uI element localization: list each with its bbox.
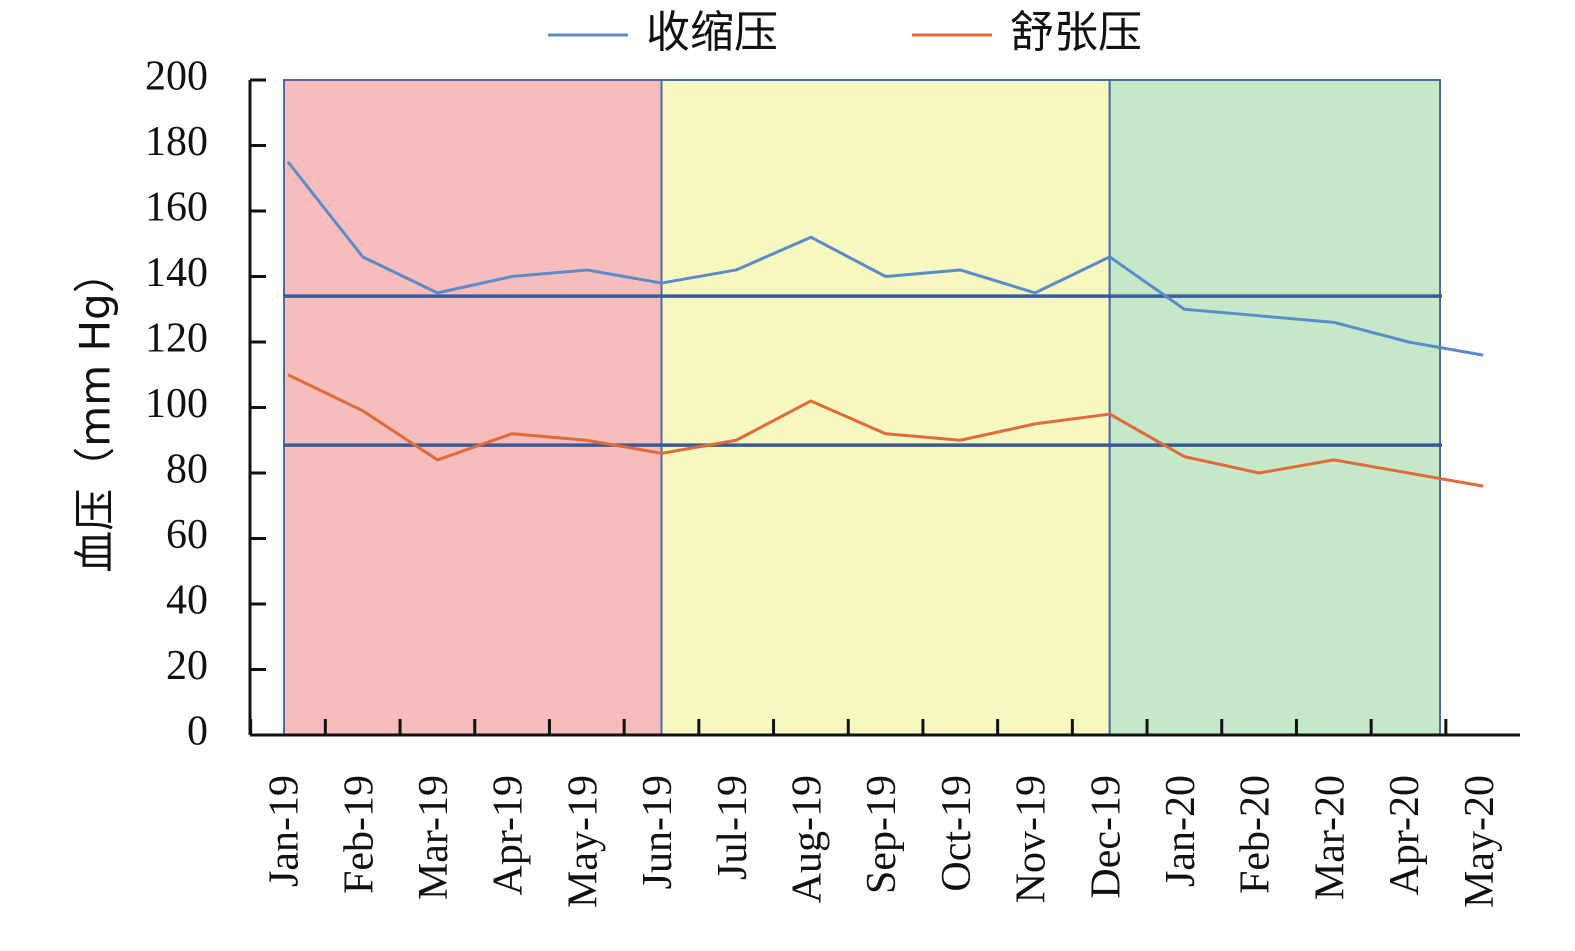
axes: [248, 78, 1520, 737]
y-tick-label: 200: [145, 54, 208, 100]
shaded-region-3: [1108, 79, 1441, 736]
x-tick-label: Oct-19: [934, 775, 980, 892]
y-tick-labels: 0 20 40 60 80 100 120 140 160 180 200: [145, 54, 208, 755]
y-tick-label: 140: [145, 250, 208, 296]
y-tick-label: 80: [166, 447, 208, 493]
x-tick-label: Sep-19: [859, 775, 905, 894]
y-tick-label: 180: [145, 119, 208, 165]
x-tick-label: May-20: [1457, 775, 1503, 908]
y-tick-label: 20: [166, 643, 208, 689]
shaded-region-1: [283, 79, 663, 736]
y-tick-label: 160: [145, 185, 208, 231]
x-tick-label: Jan-19: [262, 775, 308, 887]
y-tick-label: 0: [187, 709, 208, 755]
x-tick-label: Mar-20: [1307, 775, 1353, 900]
y-axis-title: 血压（mm Hg）: [71, 251, 120, 572]
x-tick-label: Feb-20: [1233, 775, 1279, 894]
legend: 收缩压 舒张压: [548, 7, 1142, 58]
x-tick-label: Apr-19: [486, 775, 532, 895]
y-tick-label: 100: [145, 381, 208, 427]
y-tick-label: 40: [166, 578, 208, 624]
shaded-regions: [283, 79, 1441, 736]
x-tick-label: Jan-20: [1158, 775, 1204, 887]
legend-label-1: 收缩压: [646, 7, 778, 58]
x-tick-label: Jun-19: [635, 775, 681, 889]
x-tick-label: Feb-19: [336, 775, 382, 894]
x-tick-label: Mar-19: [411, 775, 457, 900]
series-lines: [286, 160, 1484, 488]
x-tick-labels: Jan-19 Feb-19 Mar-19 Apr-19 May-19 Jun-19 Jul-…: [262, 775, 1503, 908]
x-tick-label: Nov-19: [1009, 775, 1055, 903]
series-line-2: [287, 373, 1484, 488]
x-tick-label: Apr-20: [1382, 775, 1428, 895]
x-tick-label: Dec-19: [1083, 775, 1129, 899]
x-tick-label: Jul-19: [710, 775, 756, 880]
y-tick-label: 60: [166, 512, 208, 558]
x-tick-label: Aug-19: [785, 775, 831, 903]
legend-label-2: 舒张压: [1010, 7, 1142, 58]
y-tick-label: 120: [145, 316, 208, 362]
series-line-1: [286, 160, 1484, 357]
x-tick-label: May-19: [560, 775, 606, 908]
shaded-region-2: [660, 79, 1111, 736]
